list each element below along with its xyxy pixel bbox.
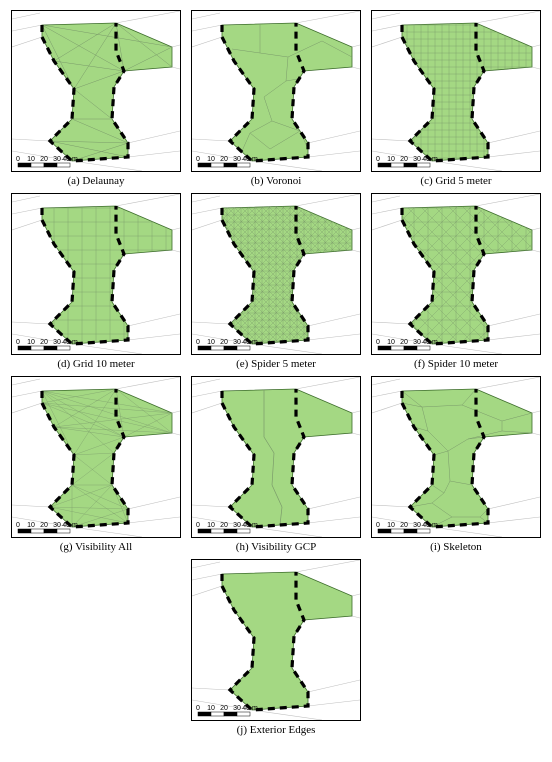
svg-text:10: 10 bbox=[207, 156, 215, 163]
svg-text:30: 30 bbox=[413, 156, 421, 163]
svg-text:40 m: 40 m bbox=[242, 339, 258, 346]
svg-text:10: 10 bbox=[387, 339, 395, 346]
svg-text:0: 0 bbox=[196, 705, 200, 712]
figure-panel-h: 0 10 20 3040 m (h) Visibility GCP bbox=[191, 376, 361, 553]
panel-caption: (g) Visibility All bbox=[60, 541, 132, 553]
figure-panel-d: 0 10 20 3040 m (d) Grid 10 meter bbox=[11, 193, 181, 370]
panel-frame: 0 10 20 3040 m bbox=[191, 376, 361, 538]
svg-text:40 m: 40 m bbox=[242, 705, 258, 712]
panel-frame: 0 10 20 3040 m bbox=[11, 376, 181, 538]
figure-panel-i: 0 10 20 3040 m (i) Skeleton bbox=[371, 376, 541, 553]
svg-text:20: 20 bbox=[400, 156, 408, 163]
svg-text:40 m: 40 m bbox=[242, 156, 258, 163]
panel-frame: 0 10 20 3040 m bbox=[371, 376, 541, 538]
svg-text:10: 10 bbox=[27, 156, 35, 163]
svg-text:20: 20 bbox=[220, 522, 228, 529]
svg-text:20: 20 bbox=[40, 156, 48, 163]
panel-frame: 0 10 20 3040 m bbox=[371, 193, 541, 355]
svg-text:20: 20 bbox=[220, 156, 228, 163]
svg-text:40 m: 40 m bbox=[62, 156, 78, 163]
svg-text:30: 30 bbox=[413, 339, 421, 346]
panel-frame: 0 10 20 3040 m bbox=[191, 559, 361, 721]
panel-frame: 0 10 20 3040 m bbox=[11, 193, 181, 355]
svg-text:10: 10 bbox=[207, 705, 215, 712]
panel-caption: (e) Spider 5 meter bbox=[236, 358, 316, 370]
panel-caption: (a) Delaunay bbox=[67, 175, 124, 187]
panel-caption: (j) Exterior Edges bbox=[237, 724, 316, 736]
panel-frame: 0 10 20 3040 m bbox=[371, 10, 541, 172]
svg-text:10: 10 bbox=[207, 339, 215, 346]
svg-text:30: 30 bbox=[233, 522, 241, 529]
svg-text:20: 20 bbox=[220, 339, 228, 346]
svg-text:0: 0 bbox=[196, 156, 200, 163]
svg-text:40 m: 40 m bbox=[422, 156, 438, 163]
svg-text:40 m: 40 m bbox=[242, 522, 258, 529]
svg-text:10: 10 bbox=[207, 522, 215, 529]
svg-text:20: 20 bbox=[400, 522, 408, 529]
svg-text:10: 10 bbox=[27, 522, 35, 529]
svg-text:40 m: 40 m bbox=[422, 522, 438, 529]
svg-text:0: 0 bbox=[376, 522, 380, 529]
svg-text:0: 0 bbox=[196, 522, 200, 529]
svg-text:30: 30 bbox=[53, 156, 61, 163]
panel-frame: 0 10 20 3040 m bbox=[191, 10, 361, 172]
panel-caption: (i) Skeleton bbox=[430, 541, 482, 553]
svg-text:40 m: 40 m bbox=[422, 339, 438, 346]
svg-text:20: 20 bbox=[220, 705, 228, 712]
panel-caption: (d) Grid 10 meter bbox=[57, 358, 134, 370]
svg-text:20: 20 bbox=[40, 339, 48, 346]
svg-text:40 m: 40 m bbox=[62, 522, 78, 529]
svg-text:30: 30 bbox=[53, 339, 61, 346]
figure-panel-j: 0 10 20 3040 m (j) Exterior Edges bbox=[191, 559, 361, 736]
figure-panel-c: 0 10 20 3040 m (c) Grid 5 meter bbox=[371, 10, 541, 187]
panel-caption: (f) Spider 10 meter bbox=[414, 358, 498, 370]
svg-text:20: 20 bbox=[400, 339, 408, 346]
svg-text:10: 10 bbox=[387, 156, 395, 163]
svg-text:0: 0 bbox=[376, 156, 380, 163]
svg-text:0: 0 bbox=[16, 339, 20, 346]
svg-text:0: 0 bbox=[16, 156, 20, 163]
figure-panel-a: 0 10 20 3040 m (a) Delaunay bbox=[11, 10, 181, 187]
figure-panel-g: 0 10 20 3040 m (g) Visibility All bbox=[11, 376, 181, 553]
figure-panel-b: 0 10 20 3040 m (b) Voronoi bbox=[191, 10, 361, 187]
panel-caption: (h) Visibility GCP bbox=[236, 541, 316, 553]
panel-frame: 0 10 20 3040 m bbox=[191, 193, 361, 355]
svg-text:30: 30 bbox=[413, 522, 421, 529]
svg-text:0: 0 bbox=[196, 339, 200, 346]
svg-text:30: 30 bbox=[233, 156, 241, 163]
panel-caption: (b) Voronoi bbox=[251, 175, 302, 187]
svg-text:30: 30 bbox=[233, 339, 241, 346]
figure-panel-e: 0 10 20 3040 m (e) Spider 5 meter bbox=[191, 193, 361, 370]
svg-text:30: 30 bbox=[53, 522, 61, 529]
figure-panel-f: 0 10 20 3040 m (f) Spider 10 meter bbox=[371, 193, 541, 370]
svg-text:30: 30 bbox=[233, 705, 241, 712]
svg-text:40 m: 40 m bbox=[62, 339, 78, 346]
svg-text:10: 10 bbox=[387, 522, 395, 529]
svg-text:20: 20 bbox=[40, 522, 48, 529]
svg-text:10: 10 bbox=[27, 339, 35, 346]
svg-text:0: 0 bbox=[16, 522, 20, 529]
svg-text:0: 0 bbox=[376, 339, 380, 346]
panel-caption: (c) Grid 5 meter bbox=[420, 175, 491, 187]
panel-frame: 0 10 20 3040 m bbox=[11, 10, 181, 172]
